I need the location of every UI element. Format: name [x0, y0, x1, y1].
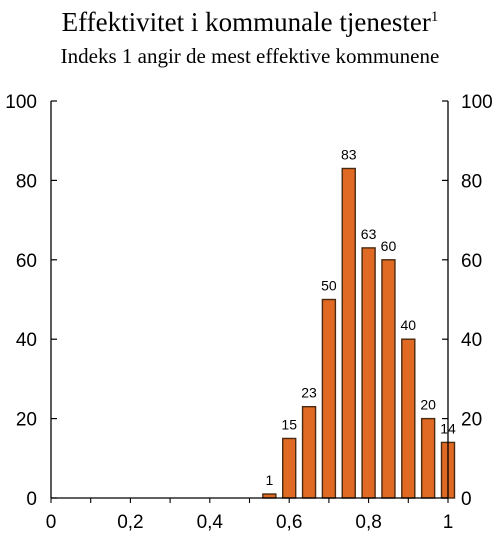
y-tick-label-right: 20: [461, 410, 482, 431]
y-tick-label-left: 0: [26, 489, 37, 510]
data-label: 15: [281, 416, 297, 432]
data-label: 40: [401, 317, 417, 333]
y-tick-label-left: 60: [16, 251, 37, 272]
x-tick-label: 0: [46, 512, 57, 533]
bar: [321, 298, 337, 499]
chart-title-text: Effektivitet i kommunale tjenester: [61, 7, 431, 37]
data-label: 50: [321, 278, 337, 294]
data-label: 23: [301, 385, 317, 401]
y-tick-label-left: 100: [5, 92, 37, 113]
bar: [401, 338, 416, 499]
x-tick-label: 0,6: [276, 512, 302, 533]
data-label: 1: [265, 472, 273, 488]
y-tick-label-left: 20: [16, 410, 37, 431]
bar: [282, 437, 297, 499]
data-label: 60: [381, 238, 397, 254]
bar: [381, 259, 396, 499]
bar: [420, 417, 436, 499]
x-tick-label: 1: [443, 512, 454, 533]
title-footnote-marker: 1: [430, 9, 439, 25]
bar: [361, 247, 376, 499]
y-tick-label-right: 0: [461, 489, 472, 510]
data-label: 83: [341, 146, 357, 162]
bars-layer: [262, 167, 456, 499]
bar: [341, 167, 356, 499]
y-tick-label-left: 80: [16, 171, 37, 192]
y-tick-label-left: 40: [16, 330, 37, 351]
data-label: 20: [420, 397, 436, 413]
data-label: 63: [361, 226, 377, 242]
chart-subtitle: Indeks 1 angir de mest effektive kommune…: [60, 44, 440, 68]
y-tick-label-right: 60: [461, 251, 482, 272]
x-tick-label: 0,2: [117, 512, 143, 533]
y-tick-label-right: 40: [461, 330, 482, 351]
bar: [301, 405, 317, 499]
y-tick-label-right: 100: [461, 92, 493, 113]
y-tick-label-right: 80: [461, 171, 482, 192]
chart-title: Effektivitet i kommunale tjenester1: [0, 6, 500, 38]
x-tick-label: 0,8: [355, 512, 381, 533]
x-tick-label: 0,4: [197, 512, 224, 533]
